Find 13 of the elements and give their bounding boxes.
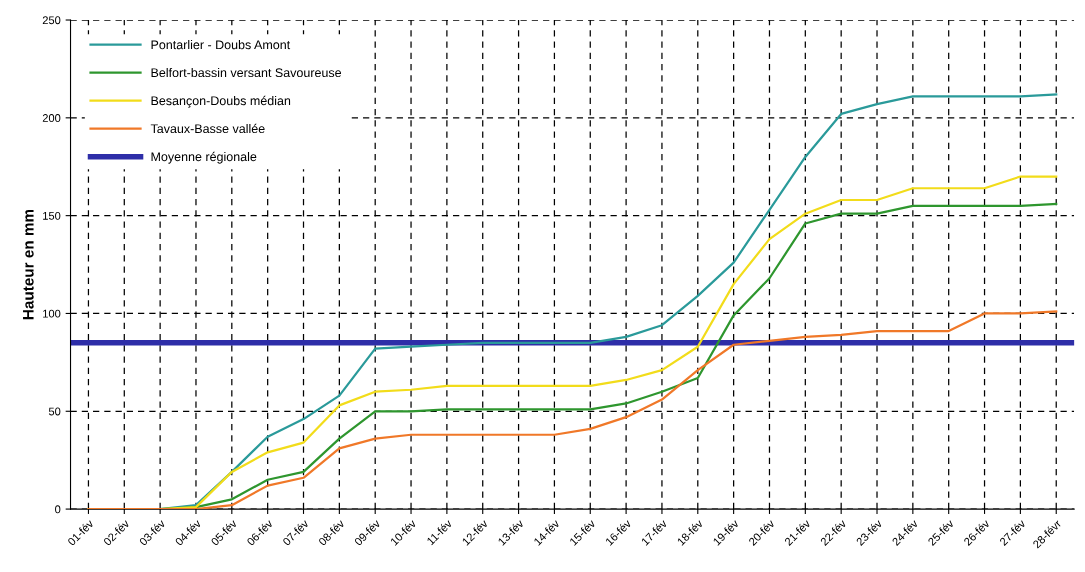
legend-label: Pontarlier - Doubs Amont	[151, 40, 291, 50]
y-tick-label: 100	[43, 309, 61, 318]
legend-label: Belfort-bassin versant Savoureuse	[151, 67, 342, 78]
y-axis-title: Hauteur en mm	[23, 209, 34, 320]
legend-label: Tavaux-Basse vallée	[150, 123, 265, 134]
y-tick-label: 250	[42, 16, 61, 25]
y-tick-label: 50	[48, 407, 61, 416]
y-tick-label: 200	[42, 114, 61, 122]
y-tick-label: 150	[43, 211, 61, 220]
legend-label: Moyenne régionale	[151, 151, 257, 164]
line-series	[87, 310, 1058, 510]
legend-label: Besançon-Doubs médian	[151, 95, 291, 108]
y-tick-label: 0	[55, 505, 61, 514]
